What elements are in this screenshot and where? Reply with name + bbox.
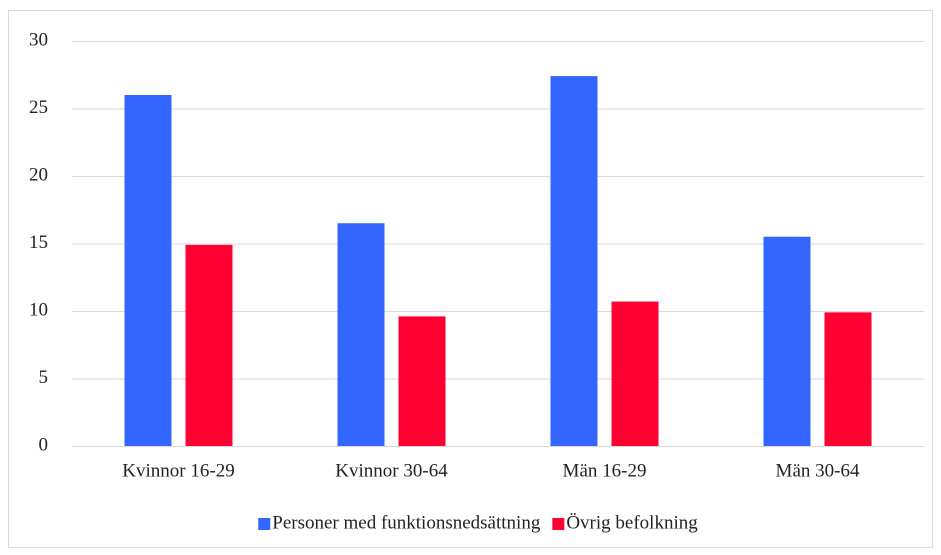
y-tick-label: 10 (29, 299, 48, 320)
y-tick-label: 0 (39, 434, 49, 455)
x-tick-label: Kvinnor 30-64 (335, 460, 448, 481)
y-tick-label: 30 (29, 29, 48, 50)
x-tick-label: Män 16-29 (563, 460, 647, 481)
bar (124, 95, 172, 446)
bar (611, 301, 659, 446)
bar (337, 223, 385, 446)
bar (398, 316, 446, 446)
legend-swatch (258, 518, 271, 530)
y-tick-label: 5 (39, 367, 49, 388)
y-tick-label: 25 (29, 97, 48, 118)
legend-label: Övrig befolkning (566, 512, 698, 533)
y-tick-label: 20 (29, 164, 48, 185)
x-tick-label: Män 30-64 (776, 460, 860, 481)
bar (824, 312, 872, 446)
legend-swatch (552, 518, 565, 530)
y-tick-label: 15 (29, 232, 48, 253)
bar (185, 244, 233, 446)
bar (550, 76, 598, 446)
legend-label: Personer med funktionsnedsättning (272, 512, 541, 533)
x-tick-label: Kvinnor 16-29 (122, 460, 234, 481)
bar (763, 236, 811, 446)
